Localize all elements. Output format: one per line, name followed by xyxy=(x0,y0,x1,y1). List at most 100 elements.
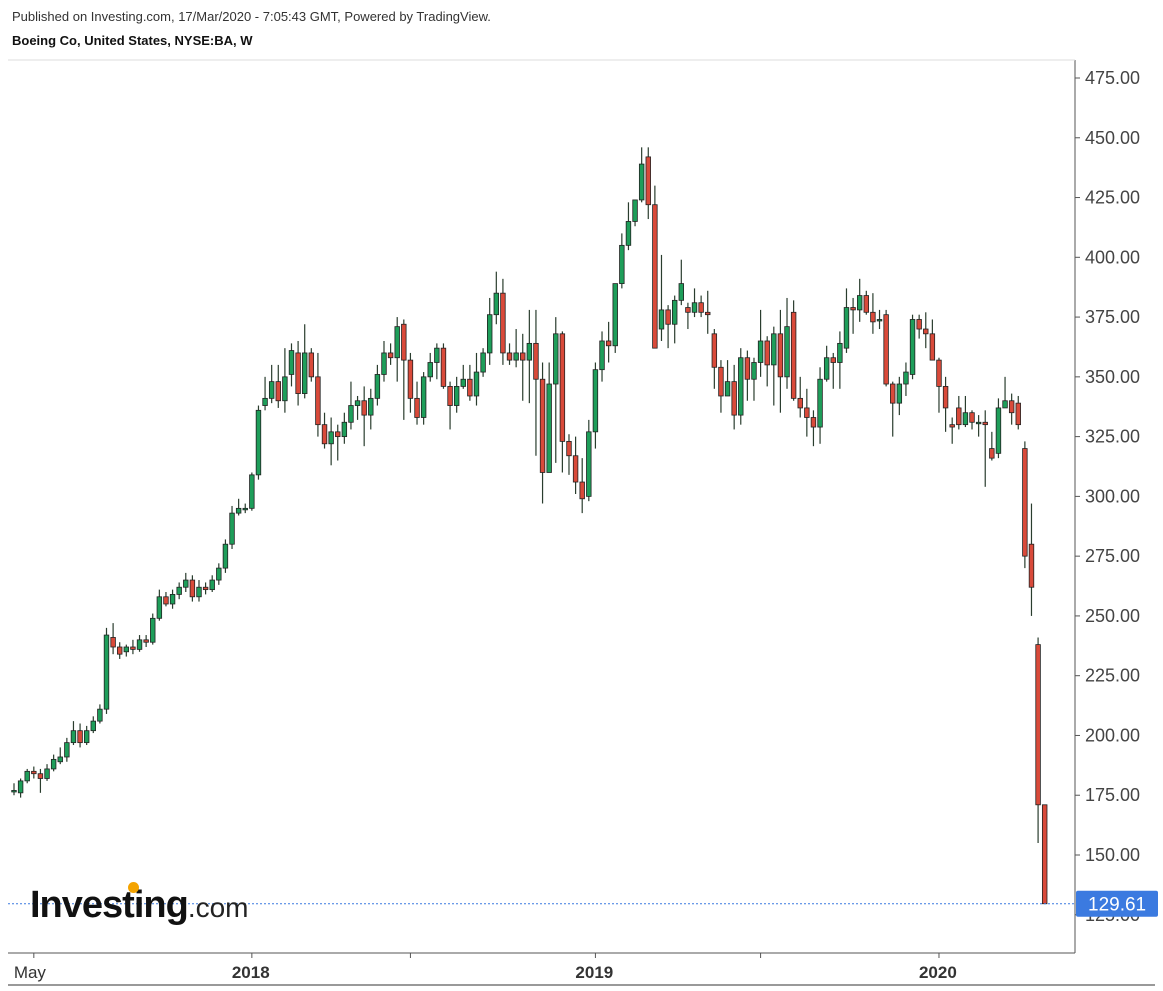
candle[interactable] xyxy=(44,764,50,781)
candle[interactable] xyxy=(718,360,724,413)
candle[interactable] xyxy=(315,352,321,437)
candle[interactable] xyxy=(949,417,955,444)
candle[interactable] xyxy=(923,312,929,349)
candle[interactable] xyxy=(335,424,341,461)
candle[interactable] xyxy=(539,362,546,504)
candle[interactable] xyxy=(381,340,387,382)
candle[interactable] xyxy=(37,768,44,793)
candle[interactable] xyxy=(282,348,288,413)
candle[interactable] xyxy=(989,431,995,461)
candle[interactable] xyxy=(183,572,189,593)
candle[interactable] xyxy=(275,364,281,408)
candle[interactable] xyxy=(790,300,797,401)
candle[interactable] xyxy=(354,395,361,420)
candle[interactable] xyxy=(890,381,896,437)
candle[interactable] xyxy=(288,343,295,387)
candle[interactable] xyxy=(837,331,843,389)
candle[interactable] xyxy=(143,635,149,648)
candle[interactable] xyxy=(850,297,856,334)
candle[interactable] xyxy=(209,575,215,593)
candle[interactable] xyxy=(520,333,526,401)
candle[interactable] xyxy=(929,319,936,361)
candle[interactable] xyxy=(440,343,447,389)
candle[interactable] xyxy=(665,305,671,349)
candle[interactable] xyxy=(302,324,308,399)
candle[interactable] xyxy=(592,362,599,449)
candle[interactable] xyxy=(817,367,823,444)
candle[interactable] xyxy=(493,271,500,325)
candle[interactable] xyxy=(348,381,354,430)
candle[interactable] xyxy=(11,783,17,796)
candle[interactable] xyxy=(31,766,37,779)
candle[interactable] xyxy=(632,199,638,227)
candle[interactable] xyxy=(777,309,784,413)
candle[interactable] xyxy=(249,472,255,511)
candle[interactable] xyxy=(110,623,116,655)
candle[interactable] xyxy=(751,357,757,401)
candle[interactable] xyxy=(513,329,519,368)
candle[interactable] xyxy=(685,302,691,330)
candle[interactable] xyxy=(975,415,982,437)
candle[interactable] xyxy=(876,309,883,330)
candle[interactable] xyxy=(579,458,585,514)
candle[interactable] xyxy=(361,386,367,447)
candle[interactable] xyxy=(117,642,123,659)
candle[interactable] xyxy=(982,410,988,487)
candle[interactable] xyxy=(1002,376,1008,409)
candle[interactable] xyxy=(883,309,889,387)
candle[interactable] xyxy=(1008,393,1015,425)
candle[interactable] xyxy=(328,417,334,466)
candle[interactable] xyxy=(401,319,407,420)
candle[interactable] xyxy=(738,348,744,425)
candle[interactable] xyxy=(658,254,665,341)
candle[interactable] xyxy=(962,395,969,428)
candle[interactable] xyxy=(77,723,83,748)
candle[interactable] xyxy=(553,317,559,463)
candle[interactable] xyxy=(255,405,262,480)
candle[interactable] xyxy=(698,295,704,318)
candle[interactable] xyxy=(956,395,962,430)
candle[interactable] xyxy=(1035,637,1041,844)
candle[interactable] xyxy=(487,297,493,365)
candle[interactable] xyxy=(341,412,348,444)
candle[interactable] xyxy=(460,364,466,389)
candle[interactable] xyxy=(619,233,625,289)
candle[interactable] xyxy=(123,644,130,657)
candle[interactable] xyxy=(50,754,57,772)
candle[interactable] xyxy=(321,412,328,449)
candle[interactable] xyxy=(823,345,830,382)
candle[interactable] xyxy=(995,398,1002,459)
candle[interactable] xyxy=(638,147,645,203)
candle[interactable] xyxy=(235,498,242,516)
candle[interactable] xyxy=(506,343,513,365)
candle[interactable] xyxy=(771,326,777,406)
candle[interactable] xyxy=(909,314,916,380)
candle[interactable] xyxy=(242,503,248,514)
candle[interactable] xyxy=(196,580,202,602)
candle[interactable] xyxy=(103,627,110,714)
candle[interactable] xyxy=(97,704,103,724)
candle[interactable] xyxy=(784,297,790,389)
candle[interactable] xyxy=(447,381,453,430)
candle[interactable] xyxy=(546,362,552,473)
candle[interactable] xyxy=(295,340,301,406)
candle[interactable] xyxy=(368,388,374,430)
candle[interactable] xyxy=(757,309,764,377)
candle[interactable] xyxy=(599,331,605,382)
candle[interactable] xyxy=(724,360,731,397)
candle[interactable] xyxy=(169,589,176,609)
candle[interactable] xyxy=(156,589,163,621)
candle[interactable] xyxy=(691,288,698,318)
candle[interactable] xyxy=(374,364,381,406)
candle[interactable] xyxy=(414,381,420,425)
candle[interactable] xyxy=(1022,441,1028,569)
candle[interactable] xyxy=(936,357,942,413)
candle[interactable] xyxy=(24,768,30,784)
candle[interactable] xyxy=(500,278,506,365)
candle[interactable] xyxy=(57,747,63,765)
candle[interactable] xyxy=(566,434,572,475)
candle[interactable] xyxy=(830,352,836,389)
candle[interactable] xyxy=(189,575,196,602)
candle[interactable] xyxy=(744,350,751,401)
candle[interactable] xyxy=(163,592,169,607)
